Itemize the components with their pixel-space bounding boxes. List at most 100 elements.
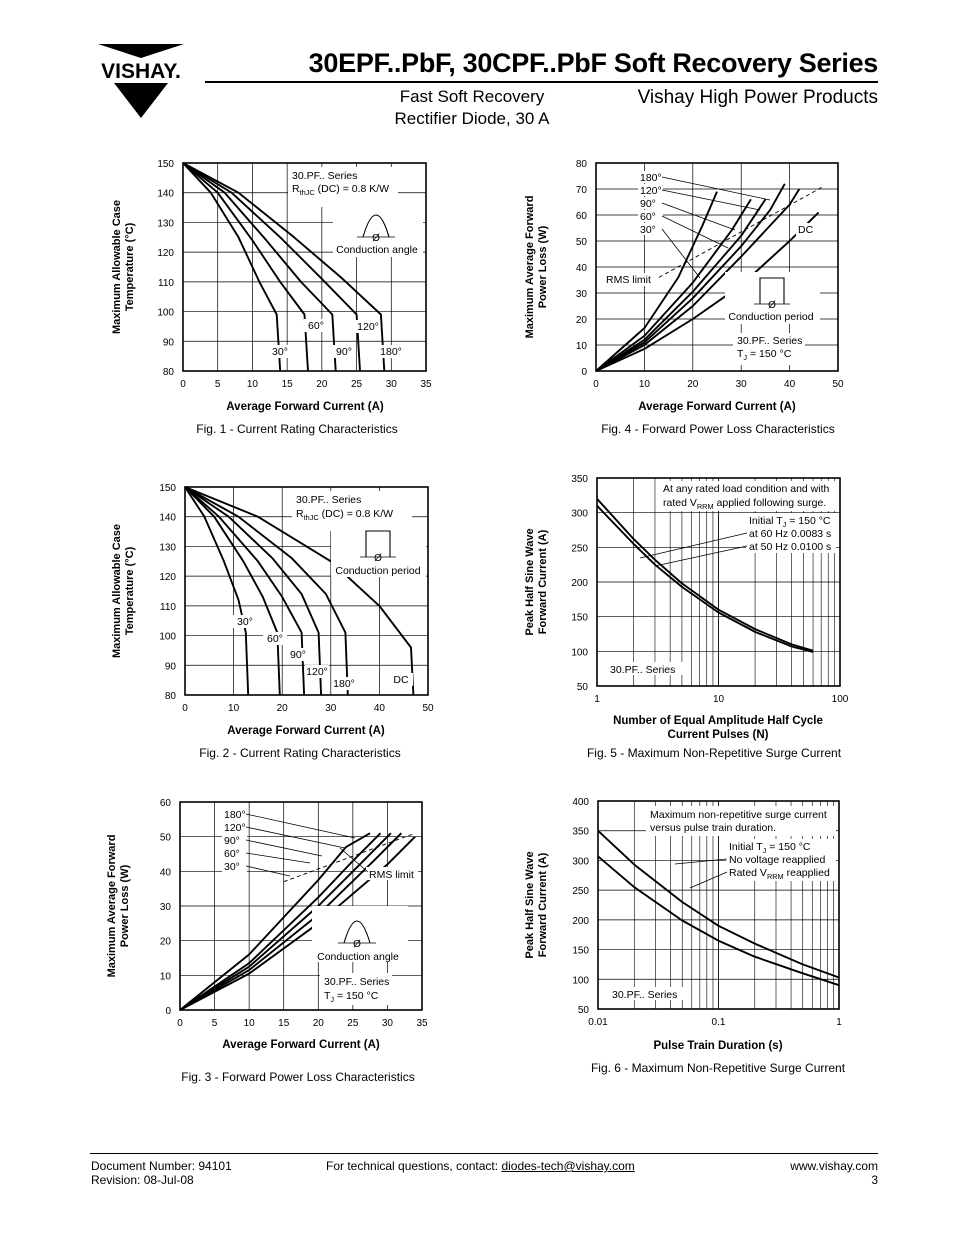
fig4-ytick-label: 60 — [576, 211, 588, 222]
fig1-xtick-label: 20 — [316, 379, 328, 390]
fig4-ytick-label: 80 — [576, 159, 588, 170]
fig3-series-label: 60° — [224, 848, 240, 860]
fig1-series-line — [182, 162, 309, 372]
fig1-ytick-label: 130 — [157, 218, 174, 229]
fig2-series-label-bg — [389, 673, 413, 686]
fig4-ylabel-line2: Power Loss (W) — [537, 225, 549, 308]
fig1-ylabel-line2: Temperature (°C) — [124, 222, 136, 311]
fig2-xtick-label: 10 — [228, 703, 240, 714]
fig5-xtick-label: 10 — [713, 694, 725, 705]
footer-rule — [90, 1153, 878, 1154]
fig4-series-label-bg — [638, 223, 663, 235]
fig4-series-line — [595, 198, 767, 372]
fig4-series-leader — [661, 228, 701, 279]
fig2-conduction-period-icon: Ø — [360, 530, 396, 564]
fig4-series-label: 90° — [640, 198, 656, 210]
fig5-series-note: 30.PF.. Series — [610, 664, 675, 676]
fig2-series-label-bg — [332, 677, 356, 690]
fig4-tj-note: TJ = 150 °C — [737, 348, 792, 362]
fig4-series-line — [595, 183, 786, 372]
fig6-ylabel-line2: Forward Current (A) — [537, 852, 549, 957]
fig5-legend-bg — [746, 513, 836, 553]
fig4-conduction-period-label: Conduction period — [728, 311, 813, 323]
fig2-ytick-label: 150 — [159, 483, 176, 494]
fig4-xtick-label: 50 — [832, 379, 844, 390]
fig2-frame — [184, 486, 429, 696]
fig1-series-label-bg — [304, 319, 328, 332]
fig2-xtick-label: 20 — [277, 703, 289, 714]
fig2-series-line — [184, 486, 415, 696]
fig2-series-label: 90° — [290, 649, 306, 661]
fig3-conduction-angle-label: Conduction angle — [317, 951, 399, 963]
fig4-caption: Fig. 4 - Forward Power Loss Characterist… — [601, 422, 834, 436]
fig6-xtick-label: 1 — [836, 1017, 842, 1028]
fig5-ytick-label: 200 — [571, 578, 588, 589]
fig4-ytick-label: 0 — [581, 367, 587, 378]
fig5-ytick-label: 300 — [571, 509, 588, 520]
header-rule — [205, 81, 878, 83]
fig1-xtick-label: 30 — [386, 379, 398, 390]
fig3-xlabel: Average Forward Current (A) — [222, 1039, 380, 1051]
fig1-note-bg — [288, 167, 398, 207]
contact-email-link[interactable]: diodes-tech@vishay.com — [501, 1159, 635, 1173]
fig3-series-label-bg — [222, 808, 247, 820]
fig1-series-line — [182, 162, 337, 372]
fig4-rms-bg — [604, 273, 658, 286]
fig2-icon-bg — [331, 527, 426, 577]
fig1-xtick-label: 35 — [420, 379, 432, 390]
fig2-xtick-label: 50 — [422, 703, 434, 714]
fig3-xtick-label: 20 — [313, 1018, 325, 1029]
fig3-series-line — [179, 832, 382, 1011]
fig1-ytick-label: 150 — [157, 159, 174, 170]
fig2-series-label: 30° — [237, 616, 253, 628]
fig1-series-label: 60° — [308, 320, 324, 332]
fig5-series-label-50hz: at 50 Hz 0.0100 s — [749, 541, 831, 553]
fig4-xtick-label: 30 — [736, 379, 748, 390]
fig3-conduction-angle-icon-arc — [343, 920, 371, 944]
fig6-ytick-label: 350 — [572, 827, 589, 838]
fig4-xtick-label: 10 — [639, 379, 651, 390]
website-link[interactable]: www.vishay.com — [790, 1159, 878, 1173]
fig5-ytick-label: 150 — [571, 613, 588, 624]
fig1-ytick-label: 120 — [157, 248, 174, 259]
fig2-xtick-label: 30 — [325, 703, 337, 714]
division-name: Vishay High Power Products — [637, 87, 878, 108]
fig5-series-note-bg — [607, 662, 683, 675]
fig2-series-line — [184, 486, 281, 696]
fig3-series-label: 180° — [224, 809, 246, 821]
fig5-ytick-label: 50 — [577, 682, 589, 693]
fig2-series-line — [184, 486, 250, 696]
fig6-ytick-label: 400 — [572, 797, 589, 808]
page-title: 30EPF..PbF, 30CPF..PbF Soft Recovery Ser… — [308, 48, 879, 78]
fig2-series-label-bg — [305, 665, 329, 678]
fig3-series-label-bg — [222, 860, 247, 872]
fig3-conduction-angle-icon-angle-symbol: Ø — [353, 939, 361, 950]
fig1-conduction-angle-icon-angle-symbol: Ø — [372, 233, 380, 244]
vishay-logo: VISHAY. — [98, 44, 184, 118]
fig2-ytick-label: 120 — [159, 572, 176, 583]
fig3-xtick-label: 30 — [382, 1018, 394, 1029]
fig3-series-label: 90° — [224, 835, 240, 847]
fig5-ytick-label: 100 — [571, 647, 588, 658]
fig5-frame — [596, 477, 841, 687]
fig1-rth-note: RthJC (DC) = 0.8 K/W — [292, 183, 389, 197]
fig2-ylabel-line1: Maximum Allowable Case — [111, 524, 123, 658]
fig2-xtick-label: 0 — [182, 703, 188, 714]
fig2-ytick-label: 100 — [159, 632, 176, 643]
fig4-series-label-bg — [638, 171, 663, 183]
fig5-tj-note: Initial TJ = 150 °C — [749, 515, 831, 529]
fig3-conduction-angle-icon: Ø — [338, 920, 376, 950]
fig3-frame — [179, 801, 423, 1011]
fig5-xlabel-line1: Number of Equal Amplitude Half Cycle — [613, 715, 823, 727]
fig4-series-label-dc: DC — [798, 224, 814, 236]
fig1-caption: Fig. 1 - Current Rating Characteristics — [196, 422, 397, 436]
fig3-xtick-label: 15 — [278, 1018, 290, 1029]
fig1-series-label: 120° — [357, 321, 379, 333]
document-subtitle: Fast Soft Recovery Rectifier Diode, 30 A — [382, 86, 562, 130]
fig1-xtick-label: 10 — [247, 379, 259, 390]
fig1-frame — [182, 162, 427, 372]
fig2-ytick-label: 110 — [160, 602, 176, 613]
fig1-ytick-label: 110 — [158, 278, 174, 289]
fig3-xtick-label: 10 — [244, 1018, 256, 1029]
